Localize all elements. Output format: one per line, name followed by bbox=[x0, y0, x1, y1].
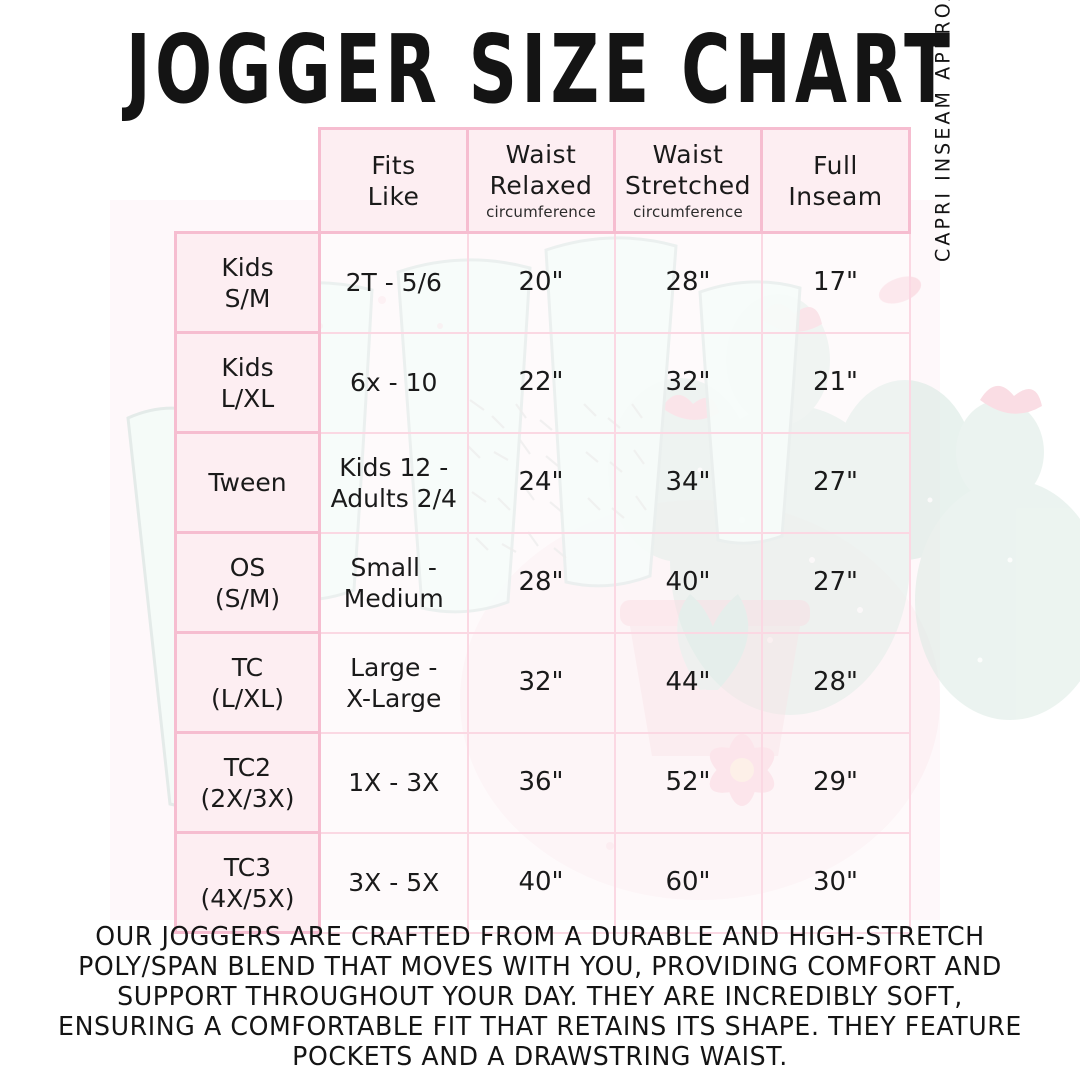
product-description-line: OUR JOGGERS ARE CRAFTED FROM A DURABLE A… bbox=[95, 922, 985, 952]
row-size-line1: TC bbox=[231, 652, 264, 682]
cell-fits-like-line1: 1X - 3X bbox=[348, 768, 440, 797]
cell-fits-like: 2T - 5/6 bbox=[318, 231, 469, 334]
cell-waist-stretched: 60" bbox=[613, 831, 763, 934]
row-size-line1: TC2 bbox=[223, 752, 272, 782]
table-row: TC3 (4X/5X) 3X - 5X 40" 60" 30" bbox=[174, 831, 911, 934]
column-header-full-inseam: Full Inseam bbox=[760, 127, 911, 234]
product-description-line: POCKETS AND A DRAWSTRING WAIST. bbox=[292, 1042, 788, 1072]
column-header-fits-like: Fits Like bbox=[318, 127, 469, 234]
column-header-full-inseam-line1: Full bbox=[813, 150, 858, 180]
cell-full-inseam: 28" bbox=[760, 631, 911, 734]
size-chart-table: Fits Like Waist Relaxed circumference Wa… bbox=[174, 127, 911, 934]
cell-waist-relaxed: 32" bbox=[466, 631, 616, 734]
cell-waist-relaxed: 24" bbox=[466, 431, 616, 534]
column-header-waist-stretched: Waist Stretched circumference bbox=[613, 127, 763, 234]
cell-fits-like-line1: Small - bbox=[350, 552, 437, 582]
column-header-waist-stretched-line1: Waist bbox=[652, 140, 724, 169]
cell-full-inseam: 29" bbox=[760, 731, 911, 834]
cell-full-inseam: 27" bbox=[760, 531, 911, 634]
cell-fits-like: 6x - 10 bbox=[318, 331, 469, 434]
row-size-line2: L/XL bbox=[220, 383, 275, 413]
row-size-label: TC2 (2X/3X) bbox=[174, 731, 321, 834]
column-header-fits-like-line1: Fits bbox=[371, 150, 416, 180]
row-size-line2: (S/M) bbox=[214, 583, 281, 613]
cell-fits-like: Large - X-Large bbox=[318, 631, 469, 734]
row-size-label: Kids S/M bbox=[174, 231, 321, 334]
product-description-line: ENSURING A COMFORTABLE FIT THAT RETAINS … bbox=[58, 1012, 1022, 1042]
product-description: OUR JOGGERS ARE CRAFTED FROM A DURABLE A… bbox=[30, 922, 1050, 1072]
column-header-waist-relaxed-line2: Relaxed bbox=[489, 171, 593, 200]
column-header-waist-stretched-sub: circumference bbox=[633, 203, 743, 221]
row-size-label: Tween bbox=[174, 431, 321, 534]
column-header-waist-relaxed: Waist Relaxed circumference bbox=[466, 127, 616, 234]
table-row: Kids S/M 2T - 5/6 20" 28" 17" bbox=[174, 231, 911, 334]
capri-inseam-note: CAPRI INSEAM APPROX 8 INCHES SHORTER bbox=[923, 0, 963, 262]
corner-cell bbox=[176, 129, 320, 233]
row-size-label: OS (S/M) bbox=[174, 531, 321, 634]
table-header-row: Fits Like Waist Relaxed circumference Wa… bbox=[176, 127, 911, 234]
row-size-line1: OS bbox=[229, 552, 266, 582]
cell-fits-like-line2: Medium bbox=[343, 583, 444, 613]
row-size-label: TC (L/XL) bbox=[174, 631, 321, 734]
product-description-line: POLY/SPAN BLEND THAT MOVES WITH YOU, PRO… bbox=[78, 952, 1002, 982]
table-row: Tween Kids 12 - Adults 2/4 24" 34" 27" bbox=[174, 431, 911, 534]
table-row: Kids L/XL 6x - 10 22" 32" 21" bbox=[174, 331, 911, 434]
cell-waist-stretched: 28" bbox=[613, 231, 763, 334]
column-header-waist-relaxed-line1: Waist bbox=[505, 140, 577, 169]
row-size-line2: (L/XL) bbox=[211, 683, 284, 713]
cell-fits-like: Small - Medium bbox=[318, 531, 469, 634]
row-size-label: TC3 (4X/5X) bbox=[174, 831, 321, 934]
row-size-line1: Kids bbox=[221, 352, 274, 382]
cell-fits-like-line2: Adults 2/4 bbox=[330, 483, 457, 513]
cell-fits-like: 3X - 5X bbox=[318, 831, 469, 934]
cell-full-inseam: 17" bbox=[760, 231, 911, 334]
row-size-line2: (2X/3X) bbox=[200, 783, 295, 813]
cell-full-inseam: 21" bbox=[760, 331, 911, 434]
column-header-waist-relaxed-sub: circumference bbox=[486, 203, 596, 221]
column-header-waist-stretched-line2: Stretched bbox=[625, 171, 751, 200]
cell-waist-relaxed: 40" bbox=[466, 831, 616, 934]
cell-fits-like-line2: X-Large bbox=[346, 683, 442, 713]
row-size-label: Kids L/XL bbox=[174, 331, 321, 434]
cell-waist-stretched: 44" bbox=[613, 631, 763, 734]
column-header-full-inseam-line2: Inseam bbox=[788, 181, 883, 211]
table-row: OS (S/M) Small - Medium 28" 40" 27" bbox=[174, 531, 911, 634]
capri-inseam-note-text: CAPRI INSEAM APPROX 8 INCHES SHORTER bbox=[931, 0, 955, 262]
cell-full-inseam: 27" bbox=[760, 431, 911, 534]
row-size-line1: TC3 bbox=[223, 852, 272, 882]
table-row: TC2 (2X/3X) 1X - 3X 36" 52" 29" bbox=[174, 731, 911, 834]
cell-fits-like-line1: Kids 12 - bbox=[339, 452, 449, 482]
cell-waist-relaxed: 36" bbox=[466, 731, 616, 834]
cell-fits-like-line1: 2T - 5/6 bbox=[345, 268, 442, 298]
row-size-line1: Kids bbox=[221, 252, 274, 282]
cell-fits-like: 1X - 3X bbox=[318, 731, 469, 834]
cell-full-inseam: 30" bbox=[760, 831, 911, 934]
column-header-fits-like-line2: Like bbox=[367, 181, 420, 211]
table-row: TC (L/XL) Large - X-Large 32" 44" 28" bbox=[174, 631, 911, 734]
cell-waist-relaxed: 22" bbox=[466, 331, 616, 434]
cell-waist-stretched: 40" bbox=[613, 531, 763, 634]
page-title: JOGGER SIZE CHART bbox=[125, 14, 955, 125]
row-size-line2: S/M bbox=[224, 283, 271, 313]
cell-fits-like: Kids 12 - Adults 2/4 bbox=[318, 431, 469, 534]
product-description-line: SUPPORT THROUGHOUT YOUR DAY. THEY ARE IN… bbox=[117, 982, 963, 1012]
cell-waist-relaxed: 20" bbox=[466, 231, 616, 334]
cell-waist-stretched: 34" bbox=[613, 431, 763, 534]
cell-waist-relaxed: 28" bbox=[466, 531, 616, 634]
row-size-line1: Tween bbox=[208, 468, 287, 497]
cell-waist-stretched: 32" bbox=[613, 331, 763, 434]
cell-waist-stretched: 52" bbox=[613, 731, 763, 834]
row-size-line2: (4X/5X) bbox=[200, 883, 295, 913]
cell-fits-like-line1: 6x - 10 bbox=[350, 368, 438, 397]
cell-fits-like-line1: 3X - 5X bbox=[348, 868, 440, 897]
cell-fits-like-line1: Large - bbox=[350, 652, 438, 682]
